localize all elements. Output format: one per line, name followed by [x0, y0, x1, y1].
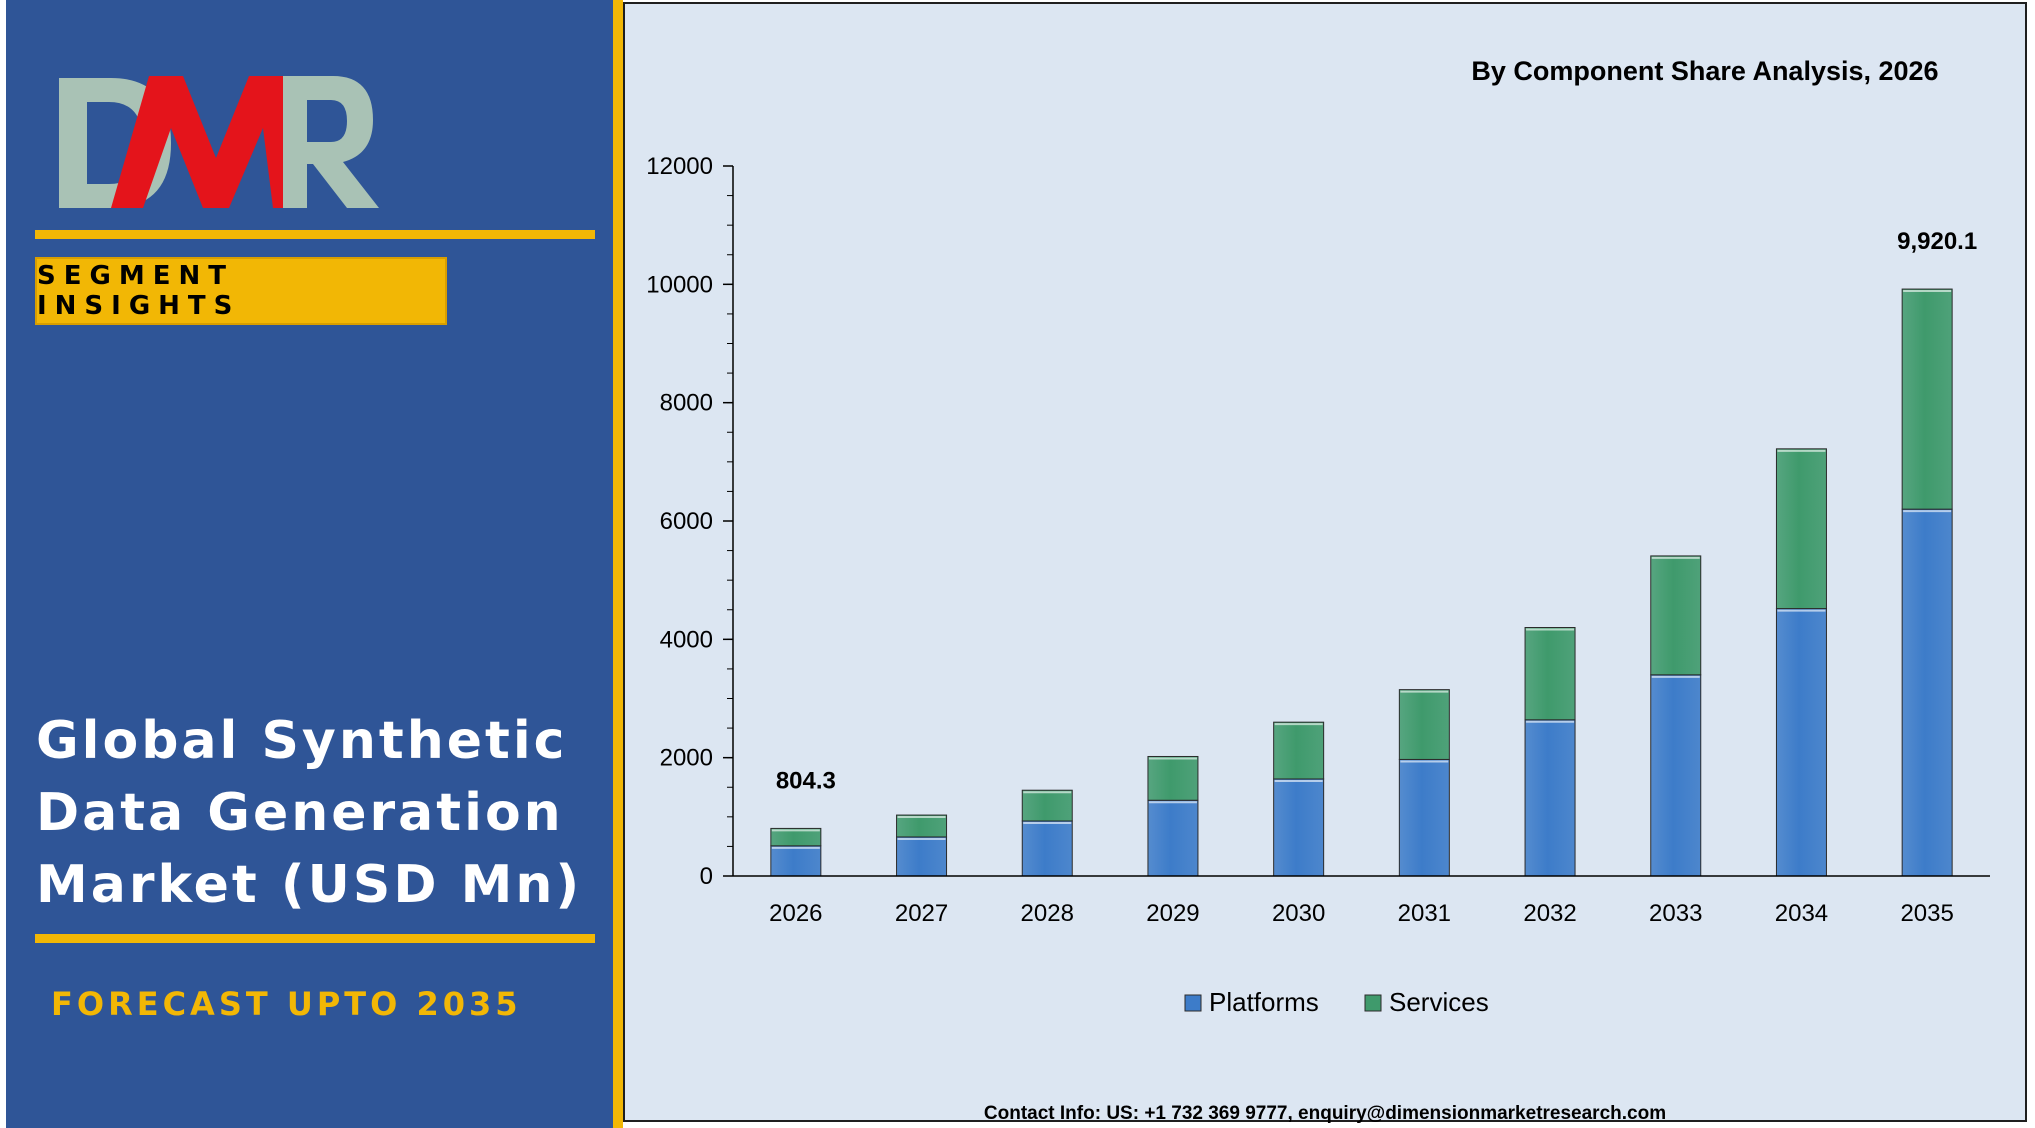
- market-title: Global Synthetic Data Generation Market …: [36, 705, 606, 921]
- bar-platforms-2027: [896, 836, 948, 877]
- data-label-2035: 9,920.1: [1897, 228, 1977, 255]
- bar-services-2031: [1398, 689, 1450, 760]
- bars-group: [770, 288, 1953, 877]
- logo-letter-m: [111, 76, 301, 208]
- market-title-line-3: Market (USD Mn): [36, 855, 583, 915]
- x-tick-label-2034: 2034: [1775, 900, 1828, 927]
- x-tick-label-2027: 2027: [895, 900, 948, 927]
- y-tick-label-10000: 10000: [646, 271, 713, 298]
- bar-platforms-2033: [1650, 674, 1702, 877]
- x-tick-label-2028: 2028: [1021, 900, 1074, 927]
- x-tick-label-2030: 2030: [1272, 900, 1325, 927]
- market-title-line-2: Data Generation: [36, 783, 564, 843]
- y-tick-label-6000: 6000: [660, 508, 713, 535]
- gold-divider-top: [35, 230, 595, 239]
- bar-platforms-2030: [1273, 778, 1325, 877]
- bar-services-2027: [896, 814, 948, 838]
- bar-services-2029: [1147, 755, 1199, 801]
- bar-platforms-2031: [1398, 758, 1450, 877]
- legend-label-services: Services: [1389, 987, 1489, 1017]
- x-tick-label-2035: 2035: [1900, 900, 1953, 927]
- x-tick-label-2033: 2033: [1649, 900, 1702, 927]
- bar-platforms-2032: [1524, 719, 1576, 877]
- y-tick-label-0: 0: [700, 863, 713, 890]
- x-tick-label-2032: 2032: [1523, 900, 1576, 927]
- axes-group: 2026 2027 2028 2029 2030 2031 2032 2033 2034 2035…: [646, 153, 1990, 927]
- chart-title: By Component Share Analysis, 2026: [1471, 56, 1938, 86]
- x-tick-label-2029: 2029: [1146, 900, 1199, 927]
- chart-panel: By Component Share Analysis, 2026 2026 20…: [623, 2, 2027, 1122]
- gold-divider-bottom: [35, 934, 595, 943]
- bar-services-2032: [1524, 627, 1576, 721]
- bar-services-2035: [1901, 288, 1953, 510]
- y-tick-label-8000: 8000: [660, 390, 713, 417]
- logo-letter-r: [283, 76, 379, 208]
- bar-platforms-2028: [1021, 820, 1073, 877]
- stacked-bar-chart: By Component Share Analysis, 2026 2026 20…: [646, 56, 1990, 1017]
- left-panel: SEGMENT INSIGHTS Global Synthetic Data G…: [6, 0, 613, 1128]
- bar-platforms-2035: [1901, 508, 1953, 877]
- bar-platforms-2026: [770, 845, 822, 877]
- forecast-label: FORECAST UPTO 2035: [51, 985, 522, 1023]
- contact-info: Contact Info: US: +1 732 369 9777, enqui…: [983, 1103, 1667, 1124]
- data-label-2026: 804.3: [776, 767, 836, 794]
- segment-insights-badge: SEGMENT INSIGHTS: [35, 257, 447, 325]
- legend-swatch-platforms: [1184, 994, 1202, 1012]
- bar-services-2030: [1273, 721, 1325, 780]
- gold-vertical-divider: [613, 0, 623, 1128]
- y-tick-label-4000: 4000: [660, 626, 713, 653]
- x-tick-label-2031: 2031: [1398, 900, 1451, 927]
- bar-platforms-2029: [1147, 799, 1199, 877]
- dmr-logo: [59, 76, 379, 208]
- legend: Platforms Services: [1184, 987, 1489, 1017]
- y-tick-label-2000: 2000: [660, 745, 713, 772]
- x-tick-label-2026: 2026: [769, 900, 822, 927]
- bar-platforms-2034: [1775, 608, 1827, 877]
- market-title-line-1: Global Synthetic: [36, 711, 568, 771]
- legend-label-platforms: Platforms: [1209, 987, 1319, 1017]
- bar-services-2028: [1021, 789, 1073, 822]
- y-tick-label-12000: 12000: [646, 153, 713, 180]
- legend-swatch-services: [1364, 994, 1382, 1012]
- bar-services-2033: [1650, 555, 1702, 676]
- data-labels-group: 804.3 9,920.1: [776, 228, 1977, 794]
- bar-services-2026: [770, 827, 822, 847]
- bar-services-2034: [1775, 448, 1827, 610]
